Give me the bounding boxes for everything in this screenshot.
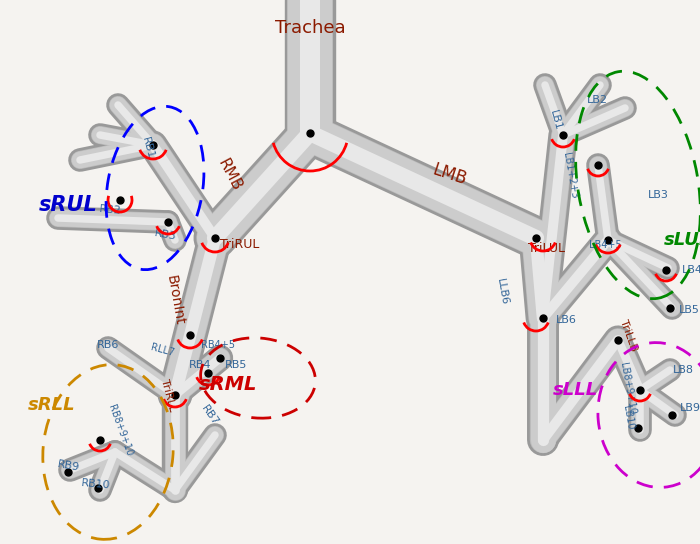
Text: TriLUL: TriLUL: [528, 242, 565, 255]
Text: RB1: RB1: [140, 136, 155, 160]
Text: RB5: RB5: [225, 360, 247, 370]
Text: TriLLB: TriLLB: [617, 318, 638, 352]
Text: TriRLL: TriRLL: [159, 378, 177, 412]
Text: LB4+5: LB4+5: [589, 240, 622, 250]
Text: LB6: LB6: [556, 315, 577, 325]
Text: LMB: LMB: [430, 161, 470, 189]
Text: RB4: RB4: [189, 360, 211, 370]
Text: LB5: LB5: [679, 305, 700, 315]
Text: RB4+5: RB4+5: [201, 340, 235, 350]
Text: sRML: sRML: [199, 375, 257, 394]
Text: LB10: LB10: [621, 405, 635, 431]
Text: LLB6: LLB6: [495, 278, 510, 306]
Text: LB2: LB2: [587, 95, 608, 105]
Text: sRUL: sRUL: [38, 195, 97, 215]
Text: Trachea: Trachea: [274, 19, 345, 37]
Text: sRLL: sRLL: [28, 396, 76, 414]
Text: LB1: LB1: [547, 109, 563, 131]
Text: LB4: LB4: [682, 265, 700, 275]
Text: RB2: RB2: [99, 204, 122, 216]
Text: RB8+9+10: RB8+9+10: [106, 403, 134, 457]
Text: LB3: LB3: [648, 190, 669, 200]
Text: RB10: RB10: [81, 478, 111, 490]
Text: LB1+2+3: LB1+2+3: [561, 151, 579, 199]
Text: LB9: LB9: [680, 403, 700, 413]
Text: BronInt: BronInt: [164, 274, 186, 326]
Text: RB9: RB9: [56, 459, 80, 473]
Text: RMB: RMB: [216, 156, 245, 194]
Text: sLUL: sLUL: [664, 231, 700, 249]
Text: LB8: LB8: [673, 365, 694, 375]
Text: RLL7: RLL7: [149, 342, 175, 358]
Text: sLLL: sLLL: [552, 381, 598, 399]
Text: RB6: RB6: [97, 340, 119, 350]
Text: RB7: RB7: [199, 403, 220, 427]
Text: LB8+9+10: LB8+9+10: [619, 361, 638, 415]
Text: RB3: RB3: [153, 228, 177, 242]
Text: TriRUL: TriRUL: [220, 238, 260, 251]
